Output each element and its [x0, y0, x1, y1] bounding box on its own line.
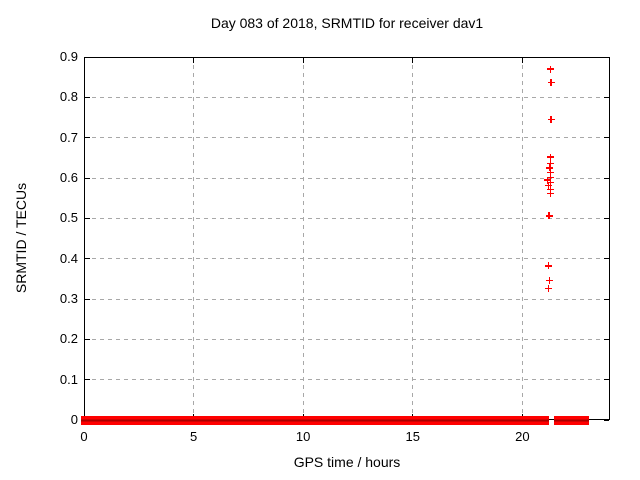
y-gridline [84, 338, 610, 340]
data-point-marker [547, 116, 555, 124]
x-tick-top [521, 58, 523, 63]
y-tick-label: 0.2 [59, 331, 78, 347]
data-point-marker [546, 276, 553, 284]
data-point-marker [547, 78, 555, 86]
x-tick-label: 20 [515, 429, 530, 444]
data-point-marker [546, 164, 553, 172]
y-tick-right [604, 217, 609, 219]
y-tick-left [85, 177, 90, 179]
data-point-marker [546, 153, 554, 161]
y-tick-label: 0.3 [59, 291, 78, 306]
y-tick-right [604, 56, 609, 58]
y-tick-right [604, 258, 609, 260]
y-tick-right [604, 137, 609, 139]
x-tick-label: 0 [80, 429, 88, 444]
y-tick-left [85, 298, 90, 300]
y-tick-left [85, 217, 90, 219]
x-tick-top [83, 58, 85, 63]
y-tick-left [85, 137, 90, 139]
baseline-band-segment [554, 415, 589, 425]
y-tick-label: 0.8 [59, 89, 78, 105]
x-gridline [193, 57, 195, 420]
x-gridline [412, 57, 414, 420]
data-point-marker [546, 186, 554, 194]
data-point-marker [546, 169, 554, 177]
x-tick-top [193, 58, 195, 63]
y-tick-left [85, 379, 90, 381]
y-tick-right [604, 96, 609, 98]
plot-area [84, 57, 610, 420]
data-point-marker [546, 174, 554, 182]
x-tick-top [302, 58, 304, 63]
y-gridline [84, 298, 610, 300]
data-point-marker [546, 65, 554, 73]
x-tick-label: 5 [189, 429, 198, 444]
y-tick-label: 0.6 [59, 170, 78, 185]
y-tick-label: 0.9 [59, 49, 78, 64]
x-tick-label: 10 [295, 429, 311, 444]
baseline-band-segment [81, 415, 549, 425]
y-tick-label: 0.4 [59, 250, 78, 266]
y-tick-right [604, 419, 609, 421]
y-tick-left [85, 56, 90, 58]
y-tick-label: 0.1 [59, 371, 78, 387]
y-gridline [84, 177, 610, 179]
data-point-marker [545, 212, 553, 220]
y-tick-label: 0.7 [59, 129, 78, 145]
y-tick-left [85, 338, 90, 340]
x-tick-label: 15 [405, 429, 420, 444]
y-gridline [84, 379, 610, 381]
y-tick-right [604, 379, 609, 381]
y-tick-right [604, 298, 609, 300]
x-tick-top [412, 58, 414, 63]
data-point-marker [544, 262, 552, 270]
data-point-marker [546, 189, 554, 197]
data-point-marker [546, 178, 554, 186]
y-axis-label: SRMTID / TECUs [13, 182, 29, 294]
y-gridline [84, 217, 610, 219]
y-tick-right [604, 177, 609, 179]
chart-title: Day 083 of 2018, SRMTID for receiver dav… [210, 15, 484, 31]
data-point-marker [544, 176, 552, 184]
x-gridline [521, 57, 523, 420]
x-axis-label: GPS time / hours [293, 454, 401, 470]
y-tick-label: 0 [70, 412, 78, 427]
y-tick-left [85, 258, 90, 260]
y-tick-left [85, 96, 90, 98]
y-tick-label: 0.5 [59, 210, 78, 226]
data-point-marker [544, 181, 552, 189]
y-gridline [84, 137, 610, 139]
x-gridline [302, 57, 304, 420]
data-point-marker [544, 284, 552, 292]
y-gridline [84, 96, 610, 98]
y-gridline [84, 258, 610, 260]
data-point-marker [546, 159, 554, 167]
y-tick-right [604, 338, 609, 340]
